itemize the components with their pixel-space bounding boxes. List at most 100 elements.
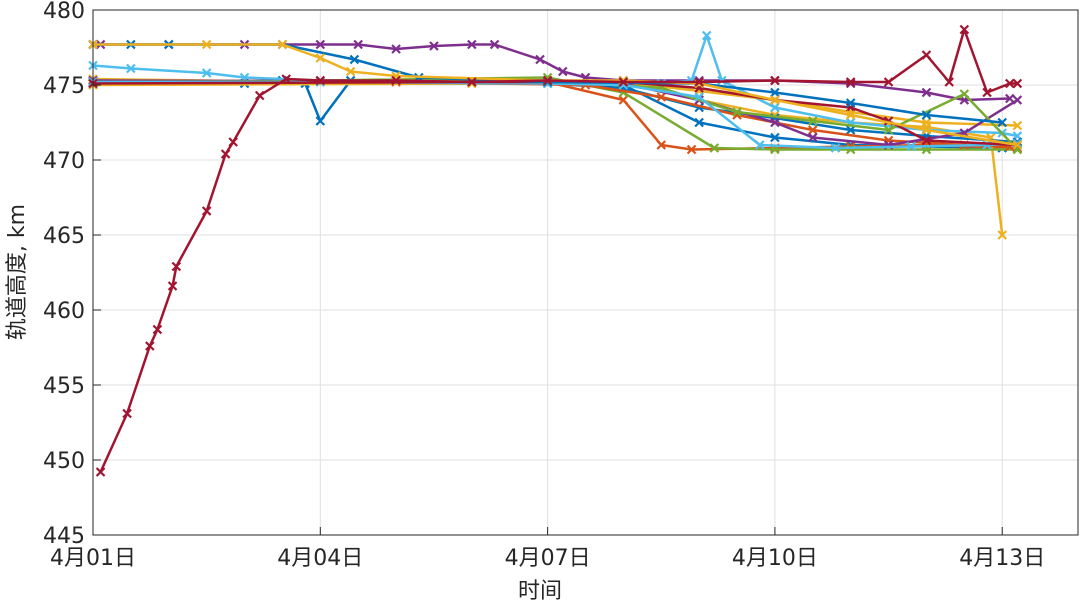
data-marker: [883, 125, 894, 135]
data-marker: [345, 66, 356, 77]
data-marker: [959, 24, 970, 35]
data-marker: [201, 206, 212, 216]
data-marker: [220, 149, 231, 159]
data-marker: [201, 68, 212, 78]
data-marker: [315, 116, 326, 126]
data-marker: [997, 117, 1008, 128]
y-tick-label: 475: [43, 74, 85, 99]
data-marker: [95, 467, 106, 477]
data-marker: [770, 102, 780, 113]
y-tick-label: 480: [43, 0, 85, 24]
data-marker: [429, 41, 439, 51]
series-line: [93, 43, 1010, 102]
x-axis-label: 时间: [518, 579, 562, 604]
data-marker: [1005, 93, 1015, 104]
ticks: 445 450 455 460 465 470 475 480 4月01日 4月04日 4月07日 4…: [43, 0, 1045, 571]
data-marker: [557, 66, 568, 77]
data-marker: [349, 54, 360, 65]
data-marker: [145, 341, 155, 351]
series-line: [92, 79, 1019, 147]
x-tick-label: 4月04日: [277, 546, 363, 571]
x-tick-label: 4月13日: [959, 546, 1045, 571]
data-marker: [281, 74, 291, 84]
x-tick-label: 4月01日: [50, 546, 136, 571]
series-line: [99, 28, 1018, 473]
grid: [92, 9, 1078, 536]
data-marker: [1012, 140, 1023, 150]
data-marker: [656, 140, 667, 150]
data-marker: [201, 39, 212, 50]
data-marker: [709, 143, 720, 153]
y-tick-label: 470: [43, 149, 85, 174]
data-marker: [694, 92, 704, 102]
data-marker: [1012, 78, 1023, 89]
data-marker: [959, 89, 970, 99]
data-marker: [770, 132, 780, 143]
plot-lines: [88, 24, 1023, 477]
data-marker: [770, 117, 780, 128]
x-tick-label: 4月10日: [732, 546, 818, 571]
data-marker: [754, 140, 765, 150]
data-marker: [921, 117, 932, 128]
data-marker: [701, 30, 712, 41]
data-marker: [171, 261, 182, 272]
data-marker: [167, 281, 178, 291]
data-marker: [808, 116, 818, 126]
data-marker: [467, 77, 477, 87]
data-marker: [770, 75, 780, 86]
data-marker: [921, 135, 932, 146]
data-marker: [921, 50, 932, 60]
data-marker: [467, 39, 477, 50]
y-tick-label: 450: [43, 449, 85, 474]
data-marker: [542, 75, 553, 86]
data-marker: [830, 143, 841, 153]
data-marker: [535, 54, 545, 65]
axes-box: [92, 9, 1079, 536]
data-marker: [845, 98, 856, 108]
data-marker: [315, 39, 326, 50]
series-line: [93, 82, 1018, 144]
data-marker: [353, 39, 363, 50]
data-marker: [845, 125, 856, 135]
data-marker: [944, 77, 954, 87]
data-marker: [732, 107, 742, 117]
data-marker: [228, 137, 238, 147]
data-marker: [808, 125, 818, 135]
data-marker: [921, 110, 932, 120]
x-tick-label: 4月07日: [505, 546, 591, 571]
y-tick-label: 455: [43, 374, 85, 399]
data-marker: [315, 75, 326, 86]
data-marker: [391, 44, 401, 54]
y-axis-label: 轨道高度, km: [5, 204, 30, 340]
data-marker: [122, 408, 132, 419]
data-marker: [126, 63, 136, 74]
series-line: [92, 80, 1018, 147]
data-marker: [770, 87, 780, 98]
data-marker: [845, 110, 856, 120]
data-marker: [152, 324, 163, 335]
data-marker: [694, 77, 704, 87]
data-marker: [1012, 120, 1023, 131]
data-marker: [997, 230, 1008, 240]
data-marker: [906, 141, 917, 152]
data-marker: [686, 144, 697, 155]
data-marker: [1005, 78, 1015, 89]
series-line: [92, 80, 1018, 127]
y-tick-label: 445: [43, 524, 85, 549]
data-marker: [1012, 95, 1023, 105]
data-marker: [277, 39, 288, 50]
data-marker: [254, 90, 265, 101]
data-marker: [618, 77, 629, 87]
data-marker: [845, 77, 856, 87]
data-marker: [315, 53, 326, 63]
data-marker: [883, 77, 894, 87]
data-marker: [489, 39, 500, 50]
y-tick-label: 465: [43, 224, 85, 249]
data-marker: [808, 132, 818, 143]
data-marker: [982, 87, 992, 98]
data-marker: [391, 75, 401, 86]
data-marker: [618, 95, 629, 105]
data-marker: [770, 95, 780, 105]
data-marker: [921, 125, 932, 135]
